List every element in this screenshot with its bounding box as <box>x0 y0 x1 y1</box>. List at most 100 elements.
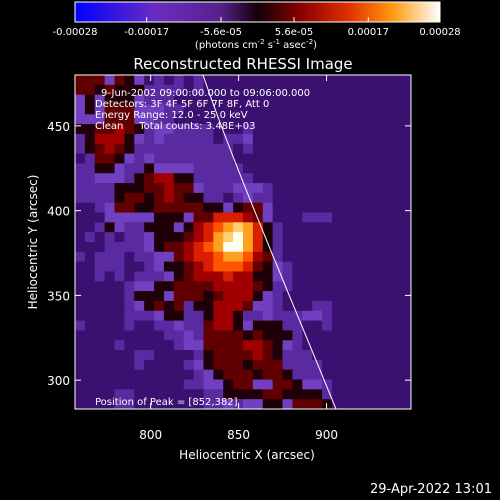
heatmap-cell <box>391 232 402 243</box>
heatmap-cell <box>163 75 175 86</box>
heatmap-cell <box>114 153 126 165</box>
heatmap-cell <box>203 281 214 292</box>
heatmap-cell <box>84 340 96 351</box>
heatmap-cell <box>193 153 205 165</box>
heatmap-cell <box>134 94 145 106</box>
heatmap-cell <box>163 183 175 194</box>
heatmap-cell <box>381 291 392 302</box>
heatmap-cell <box>144 320 155 332</box>
heatmap-cell <box>213 291 224 302</box>
heatmap-cell <box>401 389 411 400</box>
heatmap-cell <box>331 84 343 96</box>
heatmap-cell <box>203 202 214 214</box>
heatmap-cell <box>322 104 333 115</box>
heatmap-cell <box>193 261 205 273</box>
heatmap-cell <box>252 104 264 115</box>
heatmap-cell <box>223 232 234 243</box>
heatmap-cell <box>252 340 264 351</box>
heatmap-cell <box>252 369 264 381</box>
heatmap-cell <box>213 212 224 223</box>
heatmap-cell <box>183 212 195 223</box>
heatmap-cell <box>124 251 135 263</box>
heatmap-cell <box>381 330 392 341</box>
heatmap-cell <box>114 84 126 96</box>
heatmap-cell <box>193 212 205 223</box>
heatmap-cell <box>75 291 86 302</box>
heatmap-cell <box>351 369 363 381</box>
heatmap-cell <box>391 251 402 263</box>
heatmap-cell <box>361 143 373 155</box>
heatmap-cell <box>341 281 353 292</box>
heatmap-cell <box>282 212 294 223</box>
heatmap-cell <box>75 242 86 253</box>
heatmap-cell <box>134 124 145 135</box>
heatmap-cell <box>272 369 284 381</box>
heatmap-cell <box>124 359 135 371</box>
heatmap-cell <box>124 340 135 351</box>
heatmap-cell <box>252 310 264 322</box>
heatmap-cell <box>233 271 244 282</box>
heatmap-cell <box>213 94 224 106</box>
heatmap-cell <box>243 281 254 292</box>
heatmap-cell <box>341 379 353 390</box>
heatmap-cell <box>252 389 264 400</box>
heatmap-cell <box>134 104 145 115</box>
heatmap-cell <box>104 222 116 233</box>
heatmap-cell <box>75 310 86 322</box>
heatmap-cell <box>243 350 254 361</box>
heatmap-cell <box>322 173 333 184</box>
heatmap-cell <box>282 330 294 341</box>
heatmap-cell <box>401 133 411 145</box>
heatmap-cell <box>272 202 284 214</box>
heatmap-cell <box>292 232 303 243</box>
heatmap-cell <box>144 75 155 86</box>
heatmap-cell <box>84 124 96 135</box>
heatmap-cell <box>322 192 333 204</box>
heatmap-cell <box>252 359 264 371</box>
heatmap-cell <box>213 281 224 292</box>
heatmap-cell <box>312 300 323 312</box>
heatmap-cell <box>104 340 116 351</box>
heatmap-cell <box>292 173 303 184</box>
heatmap-cell <box>104 359 116 371</box>
heatmap-cell <box>124 399 135 409</box>
heatmap-cell <box>144 94 155 106</box>
heatmap-cell <box>144 183 155 194</box>
heatmap-cell <box>312 143 323 155</box>
heatmap-cell <box>124 183 135 194</box>
heatmap-cell <box>173 202 185 214</box>
x-tick-label: 800 <box>139 428 162 442</box>
heatmap-cell <box>391 84 402 96</box>
heatmap-cell <box>104 114 116 125</box>
heatmap-cell <box>381 340 392 351</box>
heatmap-cell <box>124 320 135 332</box>
heatmap-cell <box>173 261 185 273</box>
heatmap-cell <box>144 202 155 214</box>
heatmap-cell <box>322 359 333 371</box>
heatmap-cell <box>233 84 244 96</box>
heatmap-cell <box>381 369 392 381</box>
heatmap-cell <box>193 359 205 371</box>
heatmap-cell <box>173 251 185 263</box>
heatmap-cell <box>391 359 402 371</box>
heatmap-cell <box>381 261 392 273</box>
heatmap-cell <box>341 192 353 204</box>
heatmap-cell <box>341 202 353 214</box>
heatmap-cell <box>282 310 294 322</box>
heatmap-cell <box>223 114 234 125</box>
heatmap-cell <box>361 173 373 184</box>
heatmap-cell <box>203 379 214 390</box>
heatmap-cell <box>183 261 195 273</box>
heatmap-cell <box>312 359 323 371</box>
heatmap-cell <box>262 330 274 341</box>
heatmap-cell <box>341 84 353 96</box>
heatmap-cell <box>223 369 234 381</box>
heatmap-cell <box>94 163 106 174</box>
heatmap-cell <box>154 212 165 223</box>
heatmap-cell <box>213 251 224 263</box>
heatmap-cell <box>371 232 382 243</box>
heatmap-cell <box>84 281 96 292</box>
heatmap-cell <box>223 222 234 233</box>
heatmap-cell <box>361 271 373 282</box>
heatmap-cell <box>124 310 135 322</box>
